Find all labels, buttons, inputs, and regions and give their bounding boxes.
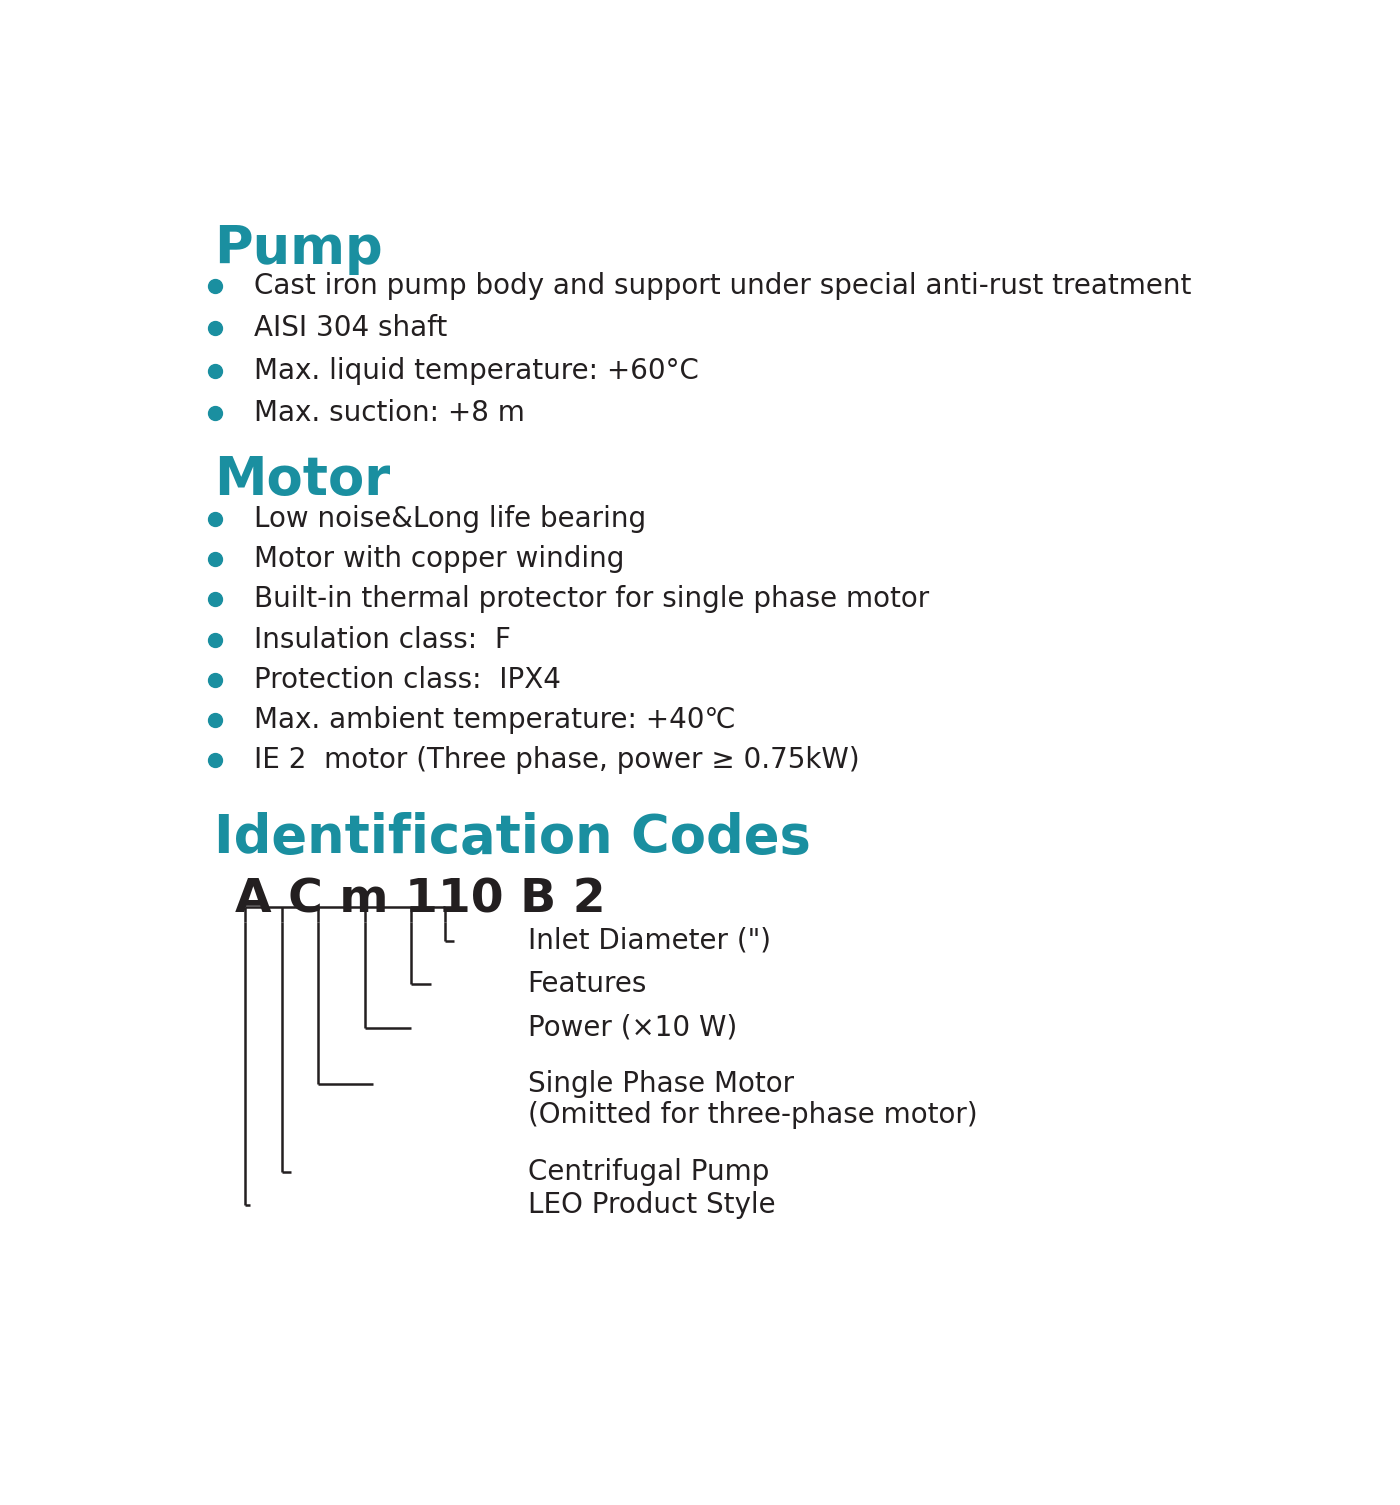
Text: Single Phase Motor: Single Phase Motor: [528, 1070, 794, 1097]
Text: Identification Codes: Identification Codes: [214, 813, 811, 864]
Text: Motor: Motor: [214, 455, 389, 506]
Text: Built-in thermal protector for single phase motor: Built-in thermal protector for single ph…: [253, 585, 930, 614]
Text: Max. liquid temperature: +60°C: Max. liquid temperature: +60°C: [253, 357, 699, 385]
Text: Features: Features: [528, 969, 647, 998]
Text: IE 2  motor (Three phase, power ≥ 0.75kW): IE 2 motor (Three phase, power ≥ 0.75kW): [253, 745, 860, 774]
Text: AISI 304 shaft: AISI 304 shaft: [253, 315, 448, 343]
Text: Centrifugal Pump: Centrifugal Pump: [528, 1157, 769, 1186]
Text: Cast iron pump body and support under special anti-rust treatment: Cast iron pump body and support under sp…: [253, 272, 1191, 299]
Text: Motor with copper winding: Motor with copper winding: [253, 545, 624, 573]
Text: Low noise&Long life bearing: Low noise&Long life bearing: [253, 506, 647, 533]
Text: Protection class:  IPX4: Protection class: IPX4: [253, 665, 561, 694]
Text: A C m 110 B 2: A C m 110 B 2: [235, 877, 606, 923]
Text: Insulation class:  F: Insulation class: F: [253, 626, 511, 653]
Text: Max. ambient temperature: +40℃: Max. ambient temperature: +40℃: [253, 706, 735, 733]
Text: LEO Product Style: LEO Product Style: [528, 1190, 776, 1219]
Text: Pump: Pump: [214, 223, 382, 275]
Text: Power (×10 W): Power (×10 W): [528, 1013, 736, 1041]
Text: Inlet Diameter ("): Inlet Diameter ("): [528, 927, 770, 954]
Text: Max. suction: +8 m: Max. suction: +8 m: [253, 399, 525, 427]
Text: (Omitted for three-phase motor): (Omitted for three-phase motor): [528, 1100, 977, 1129]
